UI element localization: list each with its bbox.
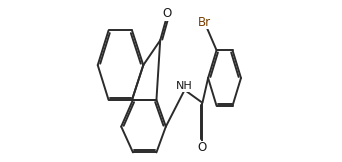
Text: O: O (162, 7, 172, 20)
Text: NH: NH (175, 81, 192, 91)
Text: Br: Br (197, 16, 211, 29)
Text: O: O (198, 141, 207, 154)
